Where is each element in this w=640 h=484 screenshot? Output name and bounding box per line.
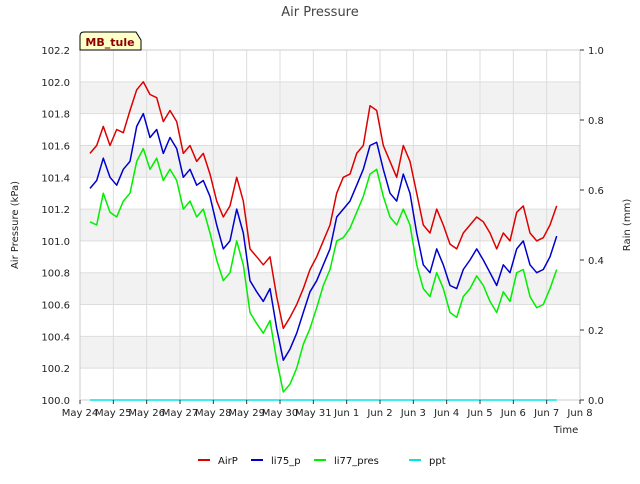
legend-label-airp: AirP	[218, 456, 238, 467]
y-tick-label: 100.8	[41, 269, 70, 280]
y-tick-label: 101.4	[41, 173, 70, 184]
gridlines	[79, 49, 581, 401]
x-tick-label: May 29	[228, 408, 265, 419]
y-tick-label: 101.0	[41, 237, 70, 248]
x-tick-label: Jun 2	[366, 408, 392, 419]
background-band	[80, 336, 580, 369]
x-tick-label: Jun 4	[433, 408, 459, 419]
y-tick-label: 101.2	[41, 205, 70, 216]
x-tick-label: May 30	[262, 408, 299, 419]
x-tick-label: May 24	[62, 408, 99, 419]
station-badge-box	[79, 31, 142, 51]
y-tick-label: 100.4	[41, 332, 70, 343]
y2-tick-label: 0.6	[588, 186, 604, 197]
background-band	[80, 272, 580, 305]
station-label: MB_tule	[85, 36, 134, 49]
station-badge: MB_tule	[79, 31, 142, 51]
axes: 100.0 100.2 100.4 100.6 100.8 101.0 101.2 101.4…	[41, 46, 604, 419]
series-line-li75-p	[89, 112, 558, 361]
y-tick-label: 102.0	[41, 78, 70, 89]
series-lines	[89, 81, 558, 401]
x-tick-label: Jun 6	[500, 408, 526, 419]
x-axis-label: Time	[553, 425, 578, 436]
y2-tick-label: 0.8	[588, 116, 604, 127]
x-tick-label: May 31	[295, 408, 332, 419]
y2-tick-label: 0.4	[588, 256, 604, 267]
x-tick-label: May 25	[95, 408, 132, 419]
chart-title: Air Pressure	[281, 5, 359, 20]
legend: AirP li75_p li77_pres ppt	[198, 456, 446, 467]
y2-tick-label: 0.2	[588, 326, 604, 337]
series-line-airp	[89, 81, 558, 330]
x-tick-label: Jun 5	[466, 408, 492, 419]
y2-axis-label: Rain (mm)	[622, 199, 633, 252]
x-tick-label: May 28	[195, 408, 232, 419]
x-tick-label: Jun 3	[400, 408, 426, 419]
legend-label-ppt: ppt	[429, 456, 446, 467]
background-band	[80, 81, 580, 114]
y2-tick-label: 1.0	[588, 46, 604, 57]
y-axis-label: Air Pressure (kPa)	[10, 181, 21, 269]
x-tick-label: May 26	[128, 408, 165, 419]
y-tick-label: 102.2	[41, 46, 70, 57]
x-tick-label: May 27	[162, 408, 199, 419]
y-tick-label: 100.2	[41, 364, 70, 375]
y-tick-label: 100.6	[41, 301, 70, 312]
y2-tick-label: 0.0	[588, 396, 604, 407]
legend-label-li77-pres: li77_pres	[334, 456, 379, 467]
y-tick-label: 101.8	[41, 110, 70, 121]
y-tick-label: 100.0	[41, 396, 70, 407]
x-tick-label: Jun 7	[533, 408, 559, 419]
x-tick-label: Jun 1	[333, 408, 359, 419]
x-tick-label: Jun 8	[566, 408, 592, 419]
y-tick-label: 101.6	[41, 141, 70, 152]
background-bands	[80, 81, 580, 369]
legend-label-li75-p: li75_p	[271, 456, 301, 467]
series-line-li77-pres	[89, 147, 558, 393]
